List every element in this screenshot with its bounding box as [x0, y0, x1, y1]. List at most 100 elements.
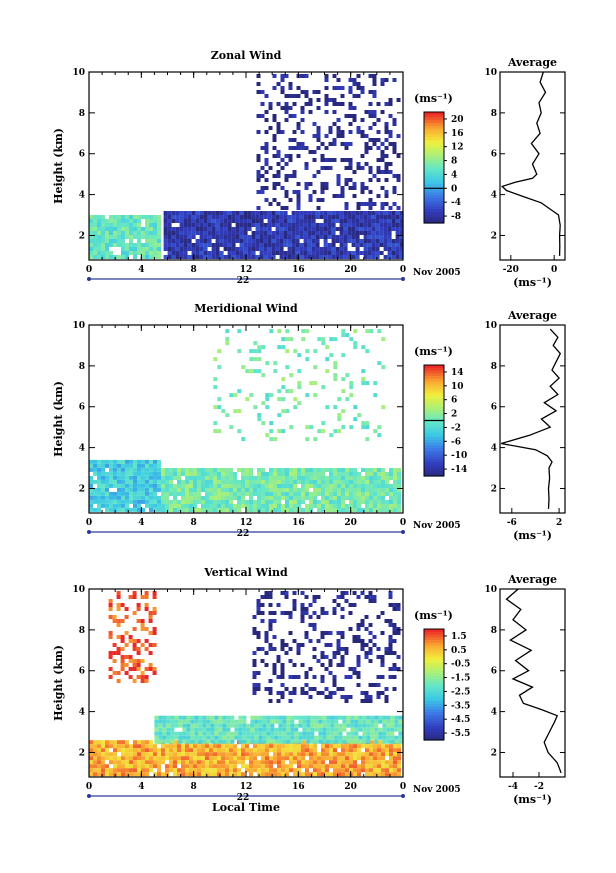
heatmap-cell — [384, 178, 389, 182]
heatmap-cell — [334, 723, 339, 728]
heatmap-cell — [371, 247, 376, 251]
colorbar-segment — [424, 184, 444, 188]
colorbar-segment — [424, 654, 444, 658]
heatmap-cell — [226, 715, 231, 720]
heatmap-cell — [311, 227, 316, 231]
heatmap-cell — [185, 744, 189, 749]
heatmap-cell — [285, 756, 289, 761]
heatmap-cell — [121, 756, 125, 761]
heatmap-cell — [300, 146, 305, 150]
heatmap-cell — [219, 215, 224, 219]
heatmap-cell — [89, 507, 93, 512]
heatmap-cell — [351, 231, 356, 235]
heatmap-cell — [193, 488, 197, 492]
heatmap-cell — [277, 764, 281, 769]
colorbar-unit: (ms⁻¹) — [414, 345, 453, 358]
heatmap-cell — [141, 752, 145, 757]
heatmap-cell — [344, 651, 349, 655]
heatmap-cell — [293, 496, 297, 500]
heatmap-cell — [380, 110, 385, 114]
heatmap-cell — [380, 663, 385, 667]
heatmap-cell — [249, 772, 253, 777]
heatmap-cell — [297, 353, 302, 358]
heatmap-cell — [189, 748, 193, 753]
heatmap-cell — [365, 752, 369, 757]
heatmap-cell — [253, 484, 257, 488]
heatmap-cell — [349, 760, 353, 765]
heatmap-cell — [97, 475, 101, 480]
heatmap-cell — [288, 138, 293, 142]
heatmap-cell — [350, 731, 355, 736]
heatmap-cell — [284, 178, 289, 182]
colorbar-segment — [424, 365, 444, 369]
heatmap-cell — [284, 94, 289, 98]
heatmap-cell — [296, 206, 301, 210]
heatmap-cell — [345, 756, 349, 761]
heatmap-cell — [93, 467, 97, 472]
heatmap-cell — [316, 639, 321, 643]
heatmap-cell — [341, 484, 345, 488]
heatmap-cell — [128, 675, 133, 679]
heatmap-cell — [133, 764, 137, 769]
heatmap-cell — [258, 719, 263, 724]
heatmap-cell — [297, 468, 301, 472]
heatmap-cell — [358, 727, 363, 732]
heatmap-cell — [219, 251, 224, 255]
heatmap-cell — [365, 492, 369, 496]
heatmap-cell — [376, 691, 381, 695]
heatmap-cell — [178, 739, 183, 744]
heatmap-cell — [268, 623, 273, 627]
heatmap-cell — [319, 251, 324, 255]
heatmap-cell — [167, 235, 172, 239]
colorbar-segment — [424, 706, 444, 711]
heatmap-cell — [320, 635, 325, 639]
heatmap-cell — [313, 496, 317, 500]
heatmap-cell — [229, 476, 233, 480]
heatmap-cell — [279, 215, 284, 219]
heatmap-cell — [129, 499, 133, 504]
heatmap-cell — [157, 471, 161, 476]
heatmap-cell — [203, 255, 208, 259]
heatmap-cell — [381, 405, 386, 410]
heatmap-cell — [187, 239, 192, 243]
heatmap-cell — [337, 397, 342, 402]
heatmap-cell — [179, 247, 184, 251]
heatmap-cell — [251, 219, 256, 223]
heatmap-cell — [153, 231, 157, 235]
heatmap-cell — [105, 471, 109, 476]
heatmap-cell — [266, 723, 271, 728]
heatmap-cell — [284, 106, 289, 110]
heatmap-cell — [261, 472, 265, 476]
heatmap-cell — [284, 595, 289, 599]
heatmap-cell — [277, 500, 281, 504]
heatmap-cell — [387, 227, 392, 231]
heatmap-cell — [194, 715, 199, 720]
heatmap-cell — [117, 744, 121, 749]
heatmap-cell — [93, 487, 97, 492]
heatmap-cell — [145, 247, 149, 251]
heatmap-cell — [169, 488, 173, 492]
heatmap-cell — [133, 752, 137, 757]
heatmap-cell — [261, 764, 265, 769]
heatmap-cell — [237, 480, 241, 484]
heatmap-cell — [305, 492, 309, 496]
heatmap-cell — [187, 235, 192, 239]
heatmap-cell — [161, 496, 165, 500]
heatmap-cell — [294, 739, 299, 744]
heatmap-cell — [332, 158, 337, 162]
heatmap-cell — [317, 337, 322, 342]
colorbar-segment — [424, 734, 444, 738]
heatmap-cell — [327, 223, 332, 227]
heatmap-cell — [169, 756, 173, 761]
heatmap-cell — [166, 739, 171, 744]
heatmap-cell — [302, 735, 307, 740]
heatmap-cell — [117, 227, 121, 231]
heatmap-cell — [351, 223, 356, 227]
heatmap-cell — [297, 381, 302, 386]
heatmap-cell — [330, 739, 335, 744]
heatmap-cell — [344, 695, 349, 699]
heatmap-cell — [333, 752, 337, 757]
heatmap-cell — [363, 223, 368, 227]
heatmap-cell — [359, 239, 364, 243]
heatmap-cell — [332, 122, 337, 126]
